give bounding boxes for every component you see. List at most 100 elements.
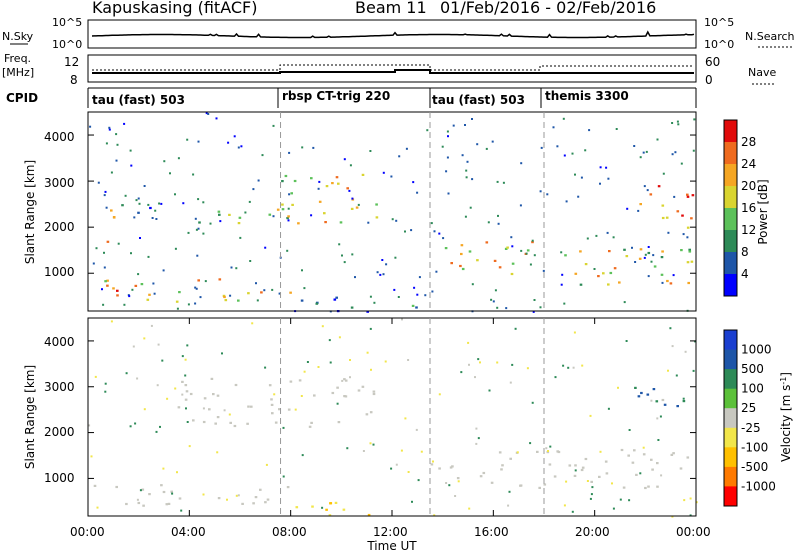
velocity-point [210, 377, 214, 380]
power-point [197, 227, 200, 230]
power-point [369, 295, 372, 298]
power-point [281, 203, 284, 206]
noise-panel: N.Sky 10^5 10^0 10^5 10^0 N.Search [2, 16, 795, 51]
power-point [496, 180, 499, 183]
power-point [681, 214, 684, 217]
velocity-point [155, 430, 158, 433]
power-ytick-4000: 4000 [44, 130, 75, 144]
velocity-point [136, 377, 139, 380]
power-point [95, 247, 98, 250]
power-point [661, 281, 664, 284]
velocity-point [670, 453, 674, 456]
power-point [263, 289, 266, 292]
velocity-point [531, 401, 534, 404]
power-point [290, 192, 293, 195]
velocity-cbar-label-text: Velocity [m s [779, 385, 793, 462]
power-point [433, 230, 436, 233]
velocity-point [141, 488, 145, 491]
velocity-point [286, 486, 290, 489]
velocity-point [529, 442, 532, 445]
power-point [444, 247, 448, 250]
power-point [497, 214, 499, 217]
power-point [215, 117, 218, 120]
velocity-point [619, 498, 622, 501]
velocity-point [536, 450, 539, 453]
power-point [256, 299, 259, 302]
power-point [562, 117, 565, 120]
power-point [195, 287, 198, 290]
velocity-point [400, 449, 403, 452]
velocity-point [475, 427, 478, 430]
power-point [155, 218, 158, 220]
noise-left-tick-top: 10^5 [52, 16, 82, 29]
velocity-point [165, 503, 169, 506]
velocity-cbar-tick: -500 [741, 460, 768, 474]
velocity-point [498, 451, 502, 454]
velocity-cbar-tick: -100 [741, 440, 768, 454]
power-point [686, 193, 689, 196]
velocity-point [229, 421, 232, 424]
power-point [288, 151, 291, 154]
power-point [291, 203, 294, 206]
velocity-point [171, 492, 174, 495]
velocity-cbar-swatch [724, 349, 737, 370]
freq-label: Freq. [4, 52, 31, 65]
power-point [197, 198, 200, 201]
power-point [461, 154, 464, 157]
velocity-point [328, 514, 332, 517]
power-point [671, 153, 674, 156]
power-point [108, 128, 111, 131]
velocity-point [186, 344, 189, 347]
power-point [272, 215, 275, 218]
power-point [563, 154, 566, 157]
velocity-point [563, 504, 566, 507]
velocity-point [433, 514, 436, 517]
power-point [602, 272, 605, 275]
power-point [110, 171, 113, 174]
velocity-ytick-1000: 1000 [44, 471, 75, 485]
velocity-point [274, 421, 278, 424]
power-point [361, 173, 365, 176]
power-point [310, 177, 313, 180]
power-ylabel: Slant Range [km] [23, 160, 37, 264]
power-point [418, 276, 421, 279]
power-point [240, 145, 243, 148]
velocity-point [362, 450, 365, 452]
velocity-point [134, 422, 137, 425]
velocity-point [611, 482, 613, 485]
power-point [607, 283, 610, 286]
power-point [540, 146, 543, 149]
cpid-segment-3: tau (fast) 503 [432, 93, 525, 107]
power-point [579, 283, 583, 286]
power-point [519, 204, 522, 207]
power-point [351, 253, 354, 256]
power-point [492, 300, 495, 303]
velocity-point [365, 413, 369, 416]
power-point [565, 200, 568, 203]
velocity-cbar-tick: 500 [741, 362, 764, 376]
velocity-point [448, 484, 451, 487]
velocity-point [321, 506, 324, 509]
power-point [205, 112, 208, 115]
power-point [574, 173, 576, 176]
power-point [686, 195, 690, 198]
power-point [532, 310, 535, 313]
power-point [204, 280, 207, 283]
velocity-point [482, 471, 486, 475]
power-point [649, 193, 653, 196]
cpid-panel: CPID tau (fast) 503 rbsp CT-trig 220 tau… [6, 87, 697, 108]
power-point [652, 254, 655, 257]
power-point [102, 303, 105, 306]
power-point [633, 145, 636, 147]
power-point [198, 221, 201, 224]
power-point [643, 185, 646, 188]
power-point [101, 288, 103, 291]
power-point [511, 262, 515, 265]
power-point [255, 282, 257, 285]
velocity-point [247, 405, 250, 408]
power-point [410, 229, 413, 232]
velocity-point [438, 393, 441, 396]
velocity-point [321, 325, 324, 328]
velocity-point [369, 327, 372, 330]
